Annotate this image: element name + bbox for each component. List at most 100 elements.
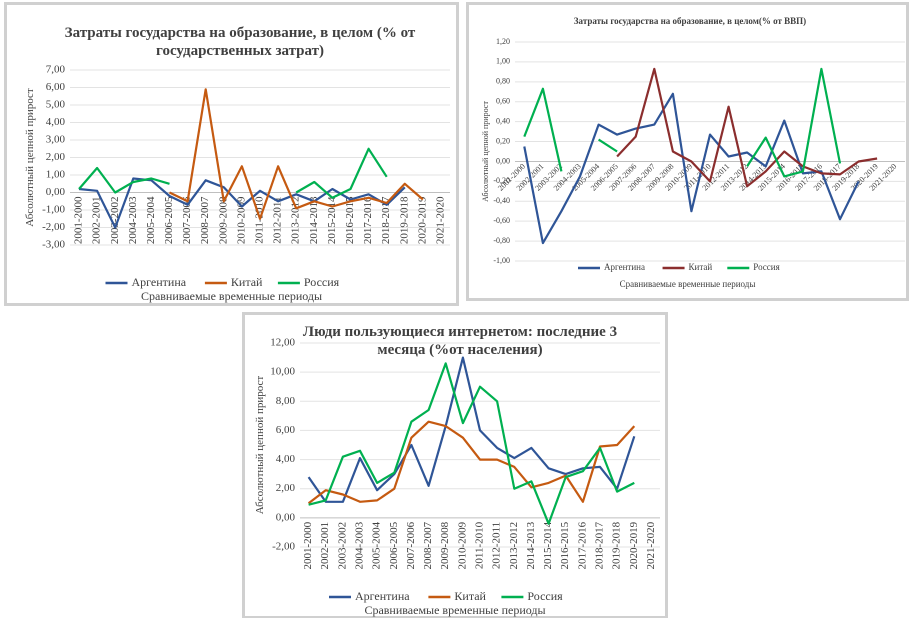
x-tick-label: 2012-2011 <box>272 197 284 244</box>
x-tick-label: 2007-2006 <box>405 521 417 569</box>
x-tick-label: 2015-2014 <box>542 521 554 569</box>
chart-title: Затраты государства на образование, в це… <box>573 16 807 26</box>
chart-title: Люди пользующиеся интернетом: последние … <box>302 324 618 358</box>
x-tick-label: 2021-2020 <box>645 521 657 569</box>
legend-label: Китай <box>231 275 263 289</box>
x-tick-label: 2006-2005 <box>163 196 175 244</box>
x-tick-label: 2006-2005 <box>388 521 400 569</box>
x-tick-label: 2011-2010 <box>474 521 486 569</box>
x-tick-label: 2013-2012 <box>290 197 302 245</box>
y-tick-label: 0,20 <box>496 136 510 145</box>
y-tick-label: 1,00 <box>46 169 66 181</box>
x-tick-label: 2007-2006 <box>181 196 193 244</box>
y-tick-label: 4,00 <box>276 453 296 465</box>
x-tick-label: 2008-2007 <box>422 521 434 569</box>
x-tick-label: 2008-2007 <box>199 196 211 244</box>
series-line <box>78 147 388 199</box>
y-tick-label: 1,20 <box>496 37 510 46</box>
legend-label: Аргентина <box>604 262 645 272</box>
series-line <box>78 177 406 229</box>
y-tick-label: 5,00 <box>46 99 66 111</box>
x-tick-label: 2004-2003 <box>127 196 139 244</box>
legend-label: Китай <box>689 262 713 272</box>
y-tick-label: -1,00 <box>42 204 65 216</box>
chart-frame <box>4 2 459 306</box>
y-tick-label: 6,00 <box>276 424 296 436</box>
legend-label: Китай <box>454 589 486 603</box>
y-tick-label: -0,80 <box>493 236 510 245</box>
series-line <box>169 88 424 220</box>
y-tick-label: 0,40 <box>496 116 510 125</box>
y-tick-label: -2,00 <box>272 541 295 553</box>
y-tick-label: -0,60 <box>493 216 510 225</box>
series-line <box>523 92 860 245</box>
x-tick-label: 2014-2013 <box>308 196 320 244</box>
x-tick-label: 2014-2013 <box>525 521 537 569</box>
series-line <box>523 67 842 178</box>
y-tick-label: -2,00 <box>42 221 65 233</box>
x-tick-label: 2010-2009 <box>235 196 247 244</box>
x-tick-label: 2005-2004 <box>145 196 157 244</box>
x-tick-label: 2018-2017 <box>594 521 606 569</box>
chart-frame <box>466 2 909 301</box>
y-tick-label: -1,00 <box>493 256 510 265</box>
y-tick-label: -3,00 <box>42 239 65 251</box>
x-tick-label: 2021-2020 <box>434 196 446 244</box>
y-tick-label: 7,00 <box>46 64 66 76</box>
x-tick-label: 2016-2015 <box>344 196 356 244</box>
x-tick-label: 2002-2001 <box>91 197 103 245</box>
x-tick-label: 2003-2002 <box>336 522 348 570</box>
y-tick-label: -0,40 <box>493 196 510 205</box>
x-tick-label: 2017-2016 <box>362 196 374 244</box>
y-tick-label: 12,00 <box>270 337 295 349</box>
y-axis-title: Абсолютный цепной прирост <box>24 88 36 227</box>
y-tick-label: 1,00 <box>496 57 510 66</box>
y-tick-label: 6,00 <box>46 81 66 93</box>
legend-label: Россия <box>527 589 563 603</box>
x-tick-label: 2019-2018 <box>398 196 410 244</box>
x-tick-label: 2002-2001 <box>319 522 331 570</box>
x-tick-label: 2020-2019 <box>416 196 428 244</box>
x-tick-label: 2018-2017 <box>380 196 392 244</box>
chart-frame <box>242 312 668 618</box>
x-axis-title: Сравниваемые временные периоды <box>141 289 322 303</box>
x-tick-label: 2009-2008 <box>439 521 451 569</box>
chart-title: Затраты государства на образование, в це… <box>64 25 416 59</box>
x-tick-label: 2015-2014 <box>326 196 338 244</box>
x-tick-label: 2013-2012 <box>508 522 520 570</box>
legend-label: Аргентина <box>355 589 410 603</box>
y-tick-label: -0,20 <box>493 176 510 185</box>
legend-label: Россия <box>753 262 779 272</box>
y-tick-label: 2,00 <box>46 151 66 163</box>
x-tick-label: 2010-2009 <box>456 521 468 569</box>
x-tick-label: 2012-2011 <box>491 522 503 569</box>
x-axis-title: Сравниваемые временные периоды <box>364 603 545 617</box>
series-line <box>616 67 878 188</box>
y-tick-label: 0,80 <box>496 77 510 86</box>
x-tick-label: 2017-2016 <box>576 521 588 569</box>
x-tick-label: 2009-2008 <box>217 196 229 244</box>
x-axis-title: Сравниваемые временные периоды <box>620 279 756 289</box>
y-tick-label: 0,60 <box>496 97 510 106</box>
x-tick-label: 2019-2018 <box>611 521 623 569</box>
y-tick-label: 3,00 <box>46 134 66 146</box>
series-line <box>307 356 636 503</box>
legend-label: Россия <box>304 275 340 289</box>
y-tick-label: 0,00 <box>496 156 510 165</box>
x-tick-label: 2016-2015 <box>559 521 571 569</box>
x-tick-label: 2004-2003 <box>354 521 366 569</box>
legend-label: Аргентина <box>132 275 187 289</box>
y-axis-title: Абсолютный цепной прирост <box>481 101 490 202</box>
series-line <box>308 362 635 525</box>
x-tick-label: 2003-2002 <box>109 197 121 245</box>
y-tick-label: 10,00 <box>270 366 295 378</box>
x-tick-label: 2005-2004 <box>371 521 383 569</box>
y-tick-label: 0,00 <box>276 511 296 523</box>
y-tick-label: 8,00 <box>276 395 296 407</box>
series-line <box>307 420 636 505</box>
y-tick-label: 2,00 <box>276 482 296 494</box>
x-tick-label: 2001-2000 <box>302 521 314 569</box>
x-tick-label: 2001-2000 <box>73 196 85 244</box>
